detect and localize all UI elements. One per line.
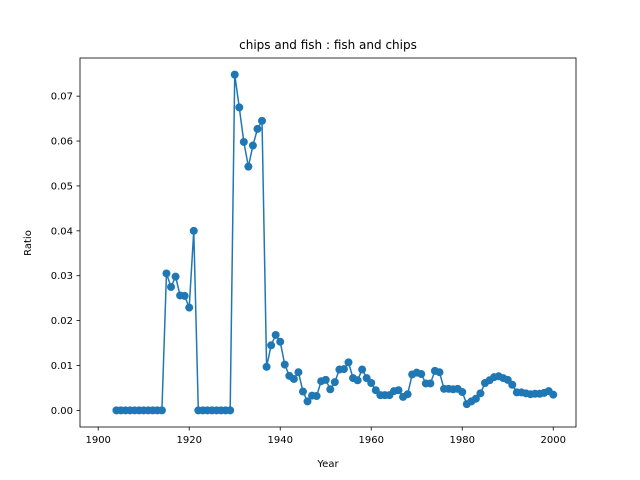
data-point [458, 387, 467, 396]
data-point [330, 378, 339, 387]
data-point [162, 269, 171, 278]
data-point [471, 394, 480, 403]
y-tick-label: 0.05 [51, 181, 73, 192]
data-point [435, 368, 444, 377]
data-point [358, 365, 367, 374]
data-point [230, 70, 239, 79]
data-point [258, 116, 267, 125]
data-point [294, 368, 303, 377]
x-axis-label: Year [316, 459, 339, 470]
y-axis: 0.00 0.01 0.02 0.03 0.04 0.05 0.06 0.07 [51, 92, 80, 417]
plot-area [112, 70, 558, 415]
y-tick-label: 0.06 [51, 137, 73, 148]
data-point [303, 397, 312, 406]
data-point [167, 282, 176, 291]
data-point [549, 390, 558, 399]
axes-frame [79, 57, 577, 428]
data-point [185, 303, 194, 312]
data-point [248, 141, 257, 150]
data-point [344, 358, 353, 367]
y-tick-label: 0.02 [51, 316, 73, 327]
y-tick-label: 0.01 [51, 361, 73, 372]
data-point [157, 406, 166, 415]
data-point [171, 272, 180, 281]
data-point [367, 379, 376, 388]
data-point [476, 389, 485, 398]
data-point [276, 337, 285, 346]
data-point [417, 370, 426, 379]
chart-title: chips and fish : fish and chips [239, 38, 417, 52]
x-axis: 1900 1920 1940 1960 1980 2000 [85, 427, 566, 446]
data-point [508, 380, 517, 389]
y-axis-label: Ratio [23, 230, 34, 256]
data-point [226, 406, 235, 415]
data-point [180, 291, 189, 300]
x-tick-label: 2000 [541, 435, 566, 446]
data-point [289, 374, 298, 383]
data-point [298, 387, 307, 396]
data-point [321, 375, 330, 384]
data-point [353, 376, 362, 385]
data-point [312, 392, 321, 401]
y-tick-label: 0.07 [51, 92, 73, 103]
data-point [326, 385, 335, 394]
data-point [189, 226, 198, 235]
data-point [267, 341, 276, 350]
data-point [235, 103, 244, 112]
x-tick-label: 1980 [450, 435, 475, 446]
data-point [403, 390, 412, 399]
x-tick-label: 1920 [176, 435, 201, 446]
data-point [271, 330, 280, 339]
data-point [426, 379, 435, 388]
data-point [244, 162, 253, 171]
data-point [339, 365, 348, 374]
x-tick-label: 1940 [267, 435, 292, 446]
data-point [262, 362, 271, 371]
x-tick-label: 1960 [359, 435, 384, 446]
x-tick-label: 1900 [85, 435, 110, 446]
data-point [280, 360, 289, 369]
y-tick-label: 0.04 [51, 226, 73, 237]
data-point [253, 124, 262, 133]
data-point [239, 137, 248, 146]
y-tick-label: 0.00 [51, 406, 73, 417]
data-point [394, 386, 403, 395]
y-tick-label: 0.03 [51, 271, 73, 282]
